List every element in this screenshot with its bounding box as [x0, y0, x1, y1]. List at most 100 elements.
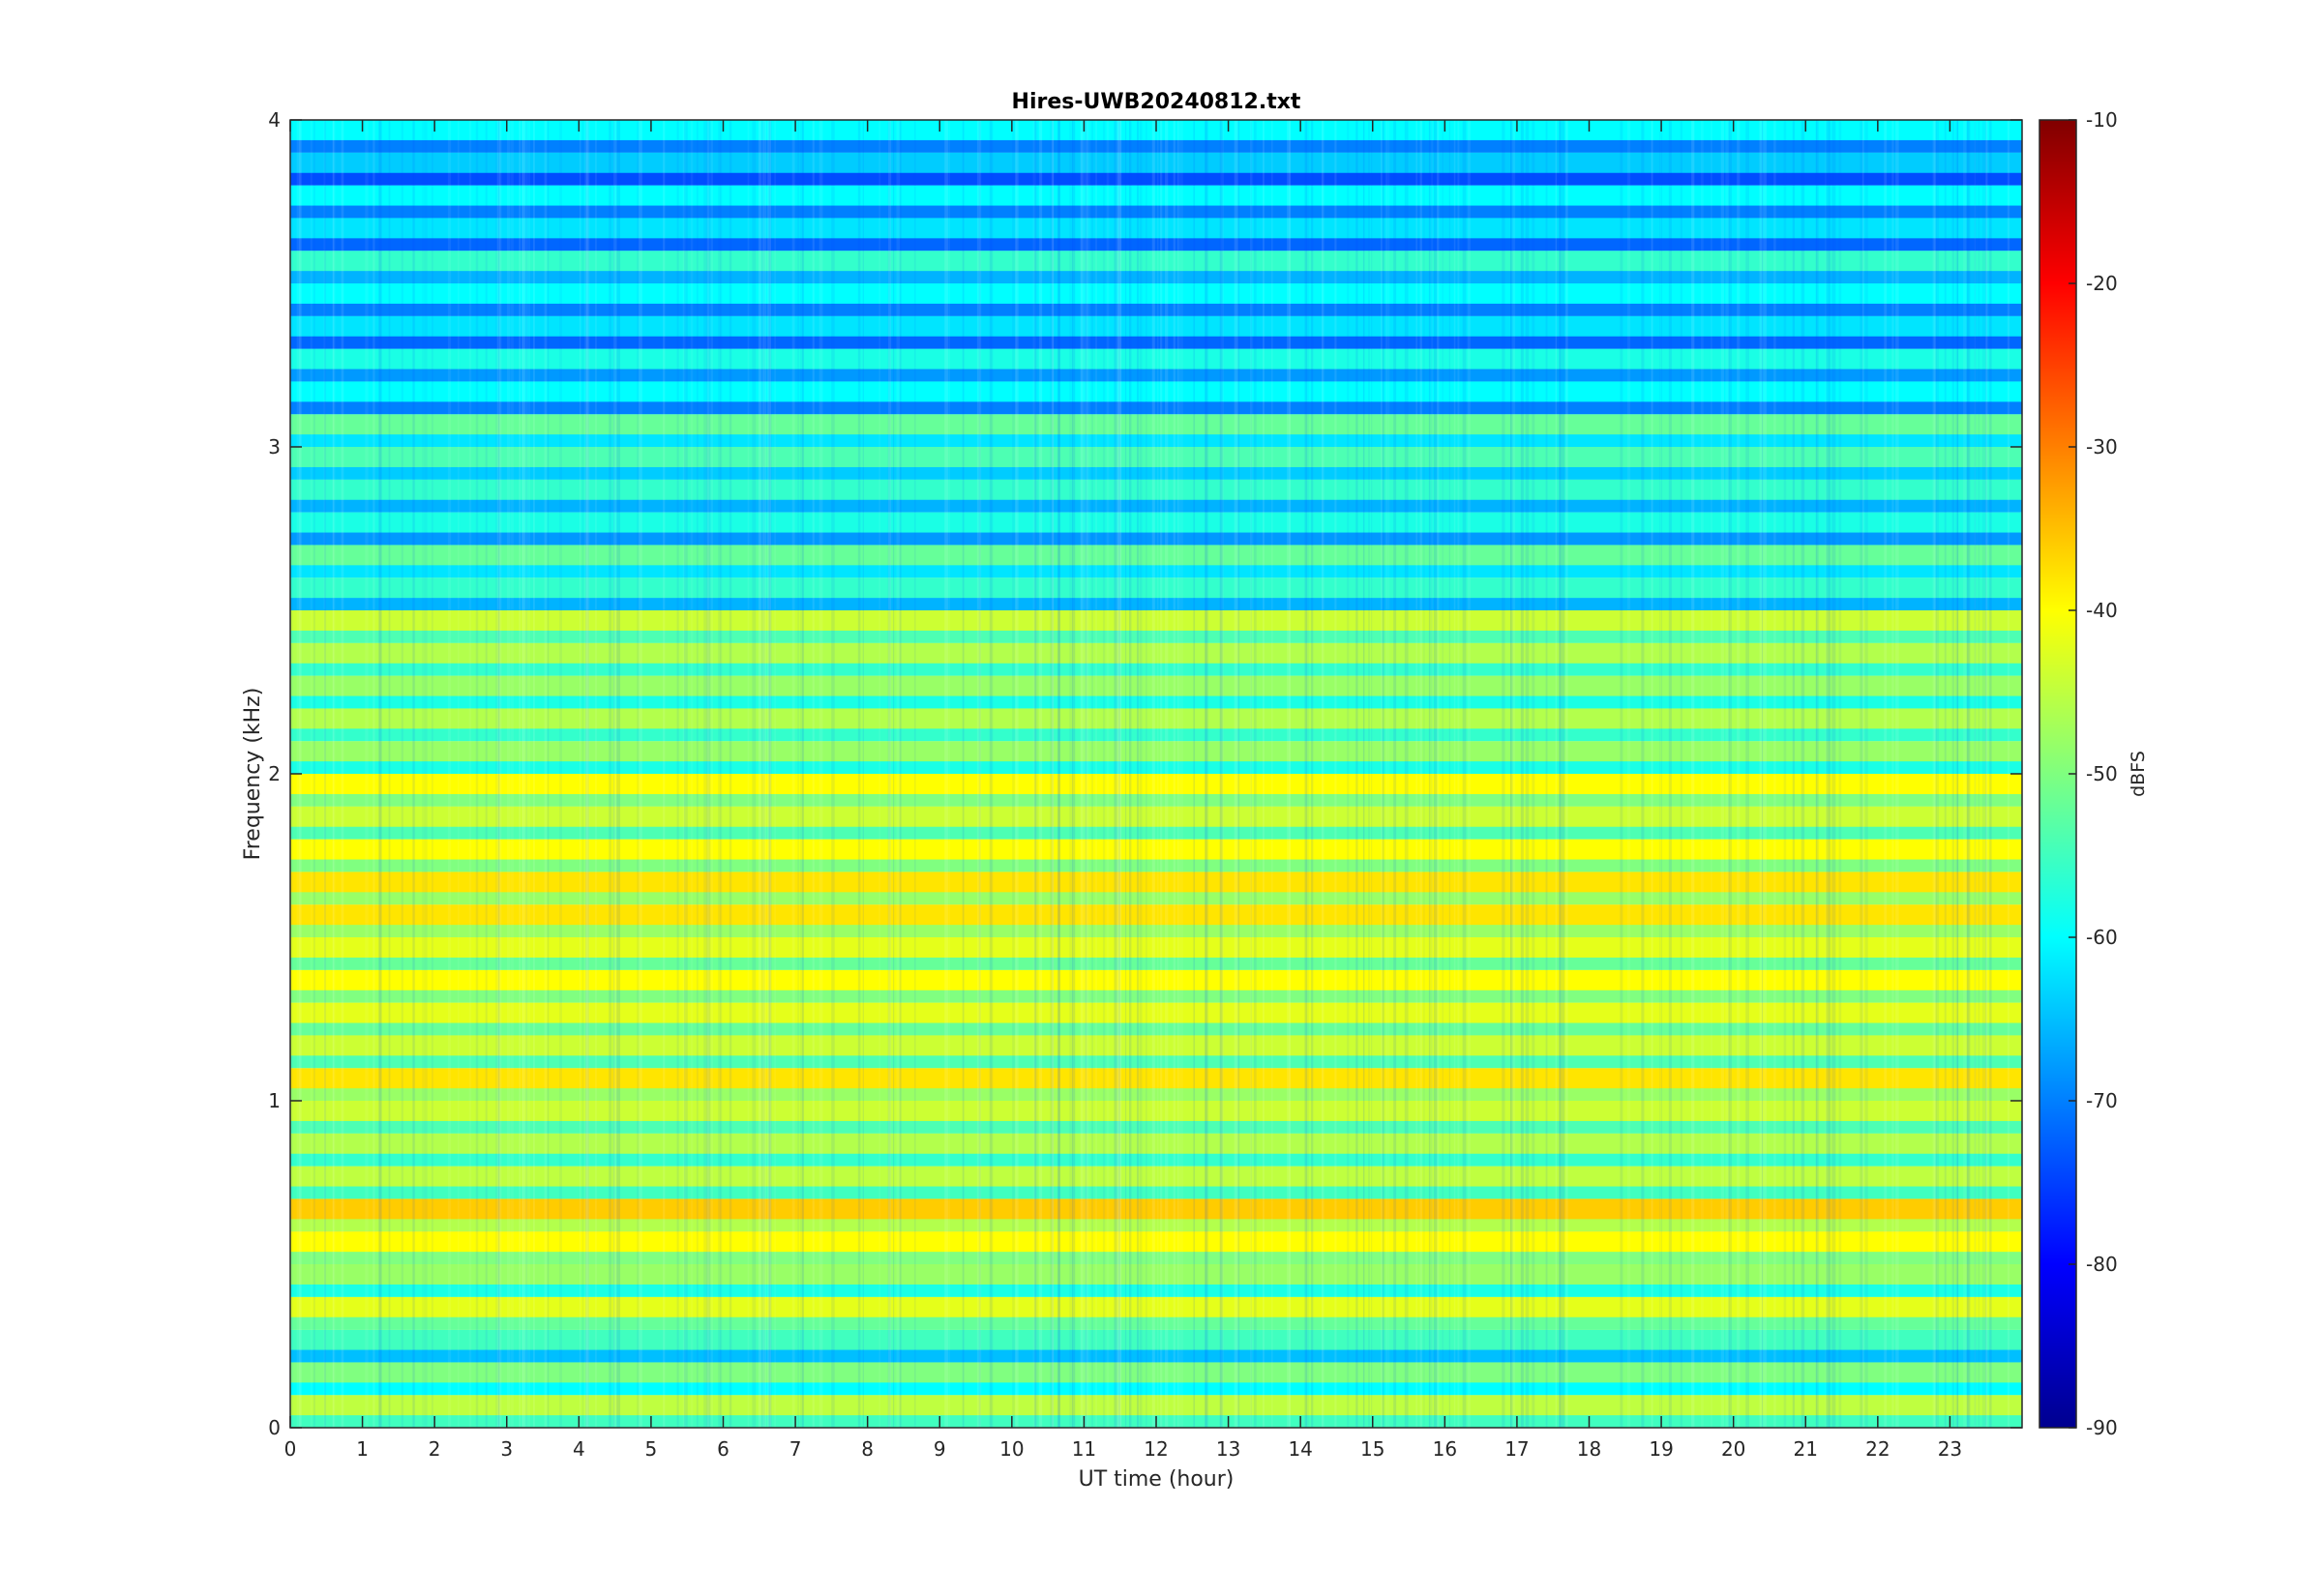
- heatmap-texture: [831, 120, 835, 1428]
- heatmap-texture: [1125, 120, 1127, 1428]
- heatmap-texture: [1139, 120, 1143, 1428]
- heatmap-texture: [1838, 120, 1842, 1428]
- heatmap-texture: [310, 120, 313, 1428]
- colorbar-tick-label: -80: [2086, 1253, 2118, 1276]
- heatmap-texture: [1053, 120, 1055, 1428]
- heatmap-texture: [1829, 120, 1831, 1428]
- heatmap-texture: [1106, 120, 1110, 1428]
- heatmap-texture: [1179, 120, 1183, 1428]
- colorbar-tick-label: -20: [2086, 272, 2118, 295]
- heatmap-texture: [944, 120, 948, 1428]
- heatmap-texture: [1620, 120, 1623, 1428]
- heatmap-texture: [1555, 120, 1558, 1428]
- heatmap-texture: [1016, 120, 1018, 1428]
- heatmap-band-shade: [290, 1022, 2022, 1036]
- heatmap-texture: [1935, 120, 1940, 1428]
- heatmap-texture: [706, 120, 711, 1428]
- heatmap-band-shade: [290, 826, 2022, 840]
- heatmap-texture: [1442, 120, 1444, 1428]
- heatmap-texture: [1826, 120, 1831, 1428]
- heatmap-texture: [1985, 120, 1988, 1428]
- heatmap-band-shade: [290, 663, 2022, 676]
- colorbar-tick-label: -70: [2086, 1089, 2118, 1112]
- heatmap-texture: [1502, 120, 1505, 1428]
- heatmap-band-shade: [290, 793, 2022, 807]
- heatmap-texture: [1304, 120, 1307, 1428]
- heatmap-texture: [800, 120, 805, 1428]
- heatmap-texture: [1387, 120, 1390, 1428]
- heatmap-band-shade: [290, 205, 2022, 219]
- x-tick-label: 4: [573, 1437, 585, 1461]
- heatmap-band-shade: [290, 695, 2022, 709]
- y-tick-label: 0: [268, 1416, 281, 1439]
- heatmap-texture: [1759, 120, 1763, 1428]
- heatmap-texture: [1370, 120, 1373, 1428]
- chart-title: Hires-UWB20240812.txt: [1012, 90, 1301, 114]
- heatmap-texture: [797, 120, 799, 1428]
- heatmap-texture: [1978, 120, 1980, 1428]
- x-tick-label: 2: [429, 1437, 441, 1461]
- heatmap-texture: [585, 120, 590, 1428]
- heatmap-texture: [637, 120, 640, 1428]
- x-tick-label: 16: [1433, 1437, 1457, 1461]
- heatmap-texture: [1428, 120, 1433, 1428]
- heatmap-texture: [544, 120, 548, 1428]
- heatmap-texture: [1860, 120, 1863, 1428]
- heatmap-texture: [1783, 120, 1787, 1428]
- heatmap-texture: [584, 120, 588, 1428]
- x-tick-label: 7: [789, 1437, 802, 1461]
- heatmap-texture: [2007, 120, 2010, 1428]
- heatmap-band-shade: [290, 892, 2022, 905]
- x-tick-label: 18: [1577, 1437, 1601, 1461]
- heatmap-band-shade: [290, 565, 2022, 578]
- colorbar-label: dBFS: [2128, 751, 2149, 797]
- heatmap-texture: [1117, 120, 1121, 1428]
- heatmap-texture: [729, 120, 732, 1428]
- heatmap-texture: [1271, 120, 1273, 1428]
- heatmap-texture: [878, 120, 880, 1428]
- heatmap-texture: [690, 120, 694, 1428]
- heatmap-band-shade: [290, 859, 2022, 872]
- heatmap-texture: [819, 120, 823, 1428]
- heatmap-texture: [1944, 120, 1947, 1428]
- heatmap-texture: [1737, 120, 1741, 1428]
- heatmap-texture: [1102, 120, 1106, 1428]
- heatmap-texture: [719, 120, 723, 1428]
- x-tick-label: 3: [500, 1437, 513, 1461]
- heatmap-texture: [1334, 120, 1337, 1428]
- heatmap-texture: [1016, 120, 1020, 1428]
- heatmap-texture: [1080, 120, 1084, 1428]
- heatmap-texture: [696, 120, 699, 1428]
- heatmap-texture: [1831, 120, 1833, 1428]
- x-axis-label: UT time (hour): [1079, 1467, 1235, 1492]
- heatmap-texture: [341, 120, 344, 1428]
- heatmap-texture: [1085, 120, 1087, 1428]
- heatmap-texture: [422, 120, 424, 1428]
- heatmap-texture: [497, 120, 500, 1428]
- heatmap-texture: [802, 120, 804, 1428]
- heatmap-texture: [379, 120, 382, 1428]
- heatmap-texture: [1095, 120, 1097, 1428]
- heatmap-texture: [584, 120, 589, 1428]
- heatmap-texture: [1128, 120, 1131, 1428]
- heatmap-texture: [1520, 120, 1524, 1428]
- x-tick-label: 23: [1938, 1437, 1962, 1461]
- heatmap-texture: [1680, 120, 1682, 1428]
- x-tick-label: 5: [645, 1437, 658, 1461]
- heatmap-texture: [1289, 120, 1292, 1428]
- heatmap-texture: [1985, 120, 1987, 1428]
- heatmap-texture: [1423, 120, 1425, 1428]
- heatmap-band-shade: [290, 1088, 2022, 1101]
- heatmap-texture: [1086, 120, 1090, 1428]
- heatmap-texture: [1729, 120, 1732, 1428]
- heatmap-texture: [1305, 120, 1309, 1428]
- heatmap-texture: [1861, 120, 1864, 1428]
- heatmap-band-shade: [290, 369, 2022, 382]
- heatmap-band-shade: [290, 401, 2022, 415]
- heatmap-texture: [1511, 120, 1516, 1428]
- heatmap-texture: [1763, 120, 1767, 1428]
- heatmap-texture: [683, 120, 688, 1428]
- heatmap-band-shade: [290, 1316, 2022, 1330]
- heatmap-texture: [1951, 120, 1955, 1428]
- heatmap-texture: [706, 120, 710, 1428]
